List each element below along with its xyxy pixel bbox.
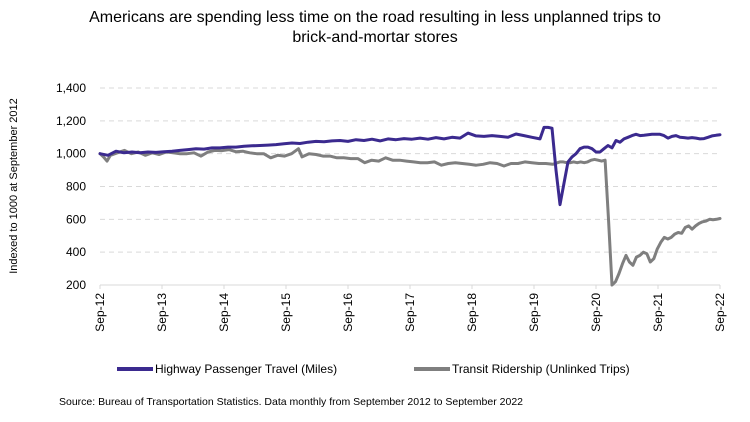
y-tick-label: 1,400 — [56, 81, 86, 95]
x-tick-label: Sep-20 — [589, 293, 603, 332]
gridlines — [100, 87, 720, 253]
chart-title-line-1: Americans are spending less time on the … — [89, 9, 661, 26]
y-axis-ticks: 200 400 600 800 1,000 1,200 1,400 — [56, 81, 86, 292]
x-tick-label: Sep-16 — [341, 293, 355, 332]
y-tick-label: 600 — [66, 212, 86, 226]
chart-title: Americans are spending less time on the … — [0, 8, 750, 48]
y-tick-label: 1,000 — [56, 147, 86, 161]
y-tick-label: 400 — [66, 245, 86, 259]
y-tick-label: 200 — [66, 278, 86, 292]
source-note: Source: Bureau of Transportation Statist… — [59, 396, 523, 408]
legend-item-highway: Highway Passenger Travel (Miles) — [117, 362, 337, 376]
y-tick-label: 1,200 — [56, 114, 86, 128]
x-tick-label: Sep-18 — [465, 293, 479, 332]
y-tick-label: 800 — [66, 180, 86, 194]
series-line-highway — [98, 125, 722, 207]
x-tick-label: Sep-14 — [217, 293, 231, 332]
x-tick-label: Sep-22 — [713, 293, 727, 332]
legend-label-highway: Highway Passenger Travel (Miles) — [155, 362, 338, 376]
x-tick-label: Sep-17 — [403, 293, 417, 332]
x-tick-label: Sep-21 — [651, 293, 665, 332]
chart-title-line-2: brick-and-mortar stores — [292, 29, 458, 46]
x-axis: Sep-12 Sep-13 Sep-14 Sep-15 Sep-16 Sep-17 Sep-… — [93, 284, 727, 332]
legend-item-transit: Transit Ridership (Unlinked Trips) — [414, 362, 630, 376]
series-line-transit — [98, 147, 722, 287]
legend-label-transit: Transit Ridership (Unlinked Trips) — [452, 362, 630, 376]
legend-swatch-transit — [414, 367, 450, 371]
series-lines — [98, 125, 722, 287]
x-tick-label: Sep-15 — [279, 293, 293, 332]
legend-swatch-highway — [117, 367, 153, 371]
x-tick-label: Sep-19 — [527, 293, 541, 332]
x-tick-label: Sep-13 — [155, 293, 169, 332]
x-tick-label: Sep-12 — [93, 293, 107, 332]
